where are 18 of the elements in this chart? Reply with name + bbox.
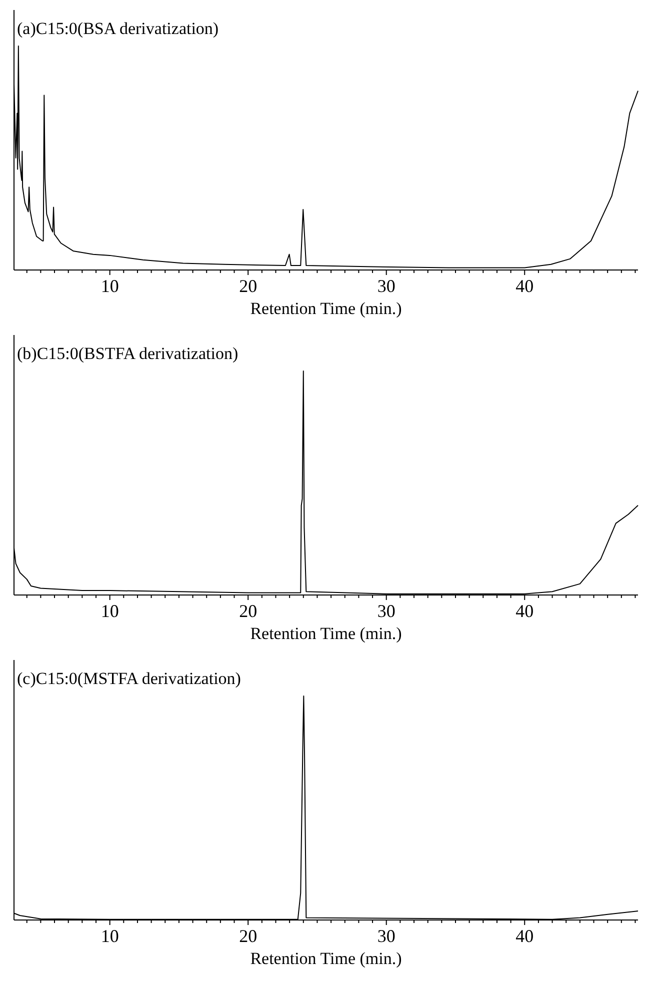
x-tick-label: 10 [100,276,119,296]
x-tick-label: 20 [239,601,258,621]
x-tick-label: 40 [516,276,534,296]
x-axis-title: Retention Time (min.) [250,624,402,643]
x-axis-title: Retention Time (min.) [250,299,402,318]
x-tick-label: 40 [516,601,534,621]
x-tick-label: 20 [239,276,258,296]
x-tick-label: 30 [377,926,396,946]
chart-title: (a)C15:0(BSA derivatization) [17,19,219,38]
x-axis-title: Retention Time (min.) [250,949,402,968]
x-tick-label: 30 [377,276,396,296]
x-tick-label: 20 [239,926,258,946]
x-tick-label: 30 [377,601,396,621]
x-tick-label: 40 [516,926,534,946]
x-tick-label: 10 [100,926,119,946]
chart-title: (c)C15:0(MSTFA derivatization) [17,669,241,688]
chart-title: (b)C15:0(BSTFA derivatization) [17,344,238,363]
x-tick-label: 10 [100,601,119,621]
